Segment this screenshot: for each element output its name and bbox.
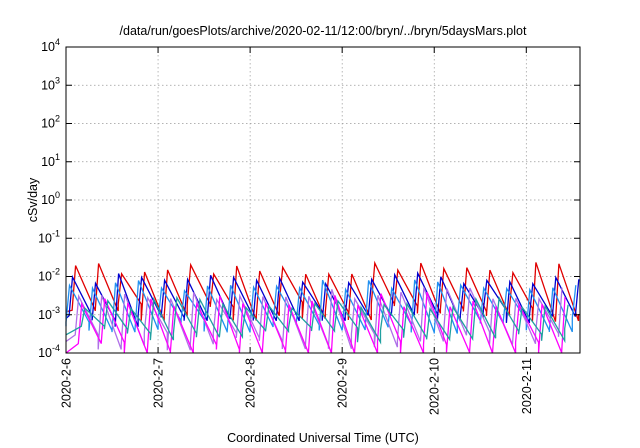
y-tick-exponent: -4 [52, 343, 60, 353]
x-axis-label: Coordinated Universal Time (UTC) [227, 431, 419, 445]
y-tick-base: 10 [41, 117, 55, 131]
y-tick-label: 100 [41, 190, 60, 207]
series-line-4 [65, 287, 563, 351]
y-tick-exponent: 3 [55, 75, 60, 85]
y-tick-label: 10-1 [38, 228, 60, 245]
y-tick-exponent: 0 [55, 190, 60, 200]
y-tick-label: 10-3 [38, 305, 60, 322]
y-tick-exponent: -3 [52, 305, 60, 315]
y-tick-base: 10 [38, 270, 52, 284]
y-tick-base: 10 [41, 193, 55, 207]
x-tick-label: 2020-2-11 [520, 358, 534, 414]
y-tick-exponent: 1 [55, 152, 60, 162]
chart-title: /data/run/goesPlots/archive/2020-02-11/1… [120, 24, 527, 38]
x-tick-label: 2020-2-9 [336, 358, 350, 408]
y-tick-label: 102 [41, 114, 60, 131]
x-tick-label: 2020-2-10 [428, 358, 442, 415]
series-line-1 [65, 260, 580, 322]
y-tick-base: 10 [41, 155, 55, 169]
y-tick-label: 10-4 [38, 343, 60, 360]
grid [66, 47, 580, 353]
series-line-6 [65, 295, 569, 345]
x-tick-label: 2020-2-8 [244, 358, 258, 408]
y-tick-exponent: -1 [52, 228, 60, 238]
y-axis-label: cSv/day [26, 177, 40, 222]
y-tick-label: 10-2 [38, 267, 60, 284]
y-tick-base: 10 [38, 231, 52, 245]
y-tick-base: 10 [38, 308, 52, 322]
y-tick-base: 10 [38, 346, 52, 360]
series-group [65, 260, 580, 354]
y-tick-exponent: 2 [55, 114, 60, 124]
x-tick-label: 2020-2-6 [60, 358, 74, 408]
y-tick-label: 101 [41, 152, 60, 169]
y-tick-exponent: -2 [52, 267, 60, 277]
x-tick-label: 2020-2-7 [152, 358, 166, 408]
series-line-3 [65, 279, 577, 334]
y-tick-label: 103 [41, 75, 60, 92]
y-tick-base: 10 [41, 78, 55, 92]
y-tick-base: 10 [41, 40, 55, 54]
y-tick-exponent: 4 [55, 37, 60, 47]
y-tick-label: 104 [41, 37, 60, 54]
